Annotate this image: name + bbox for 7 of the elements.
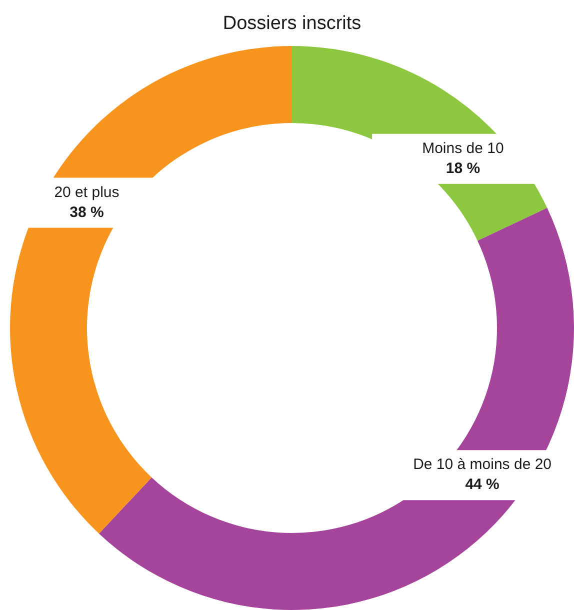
slice-label: 20 et plus <box>54 184 120 201</box>
slice-label: Moins de 10 <box>422 140 504 157</box>
slice-label: De 10 à moins de 20 <box>413 456 552 474</box>
data-label: 38 % <box>70 204 104 221</box>
data-label: 44 % <box>465 476 500 494</box>
data-label: 18 % <box>446 160 480 177</box>
chart-title: Dossiers inscrits <box>222 12 362 36</box>
